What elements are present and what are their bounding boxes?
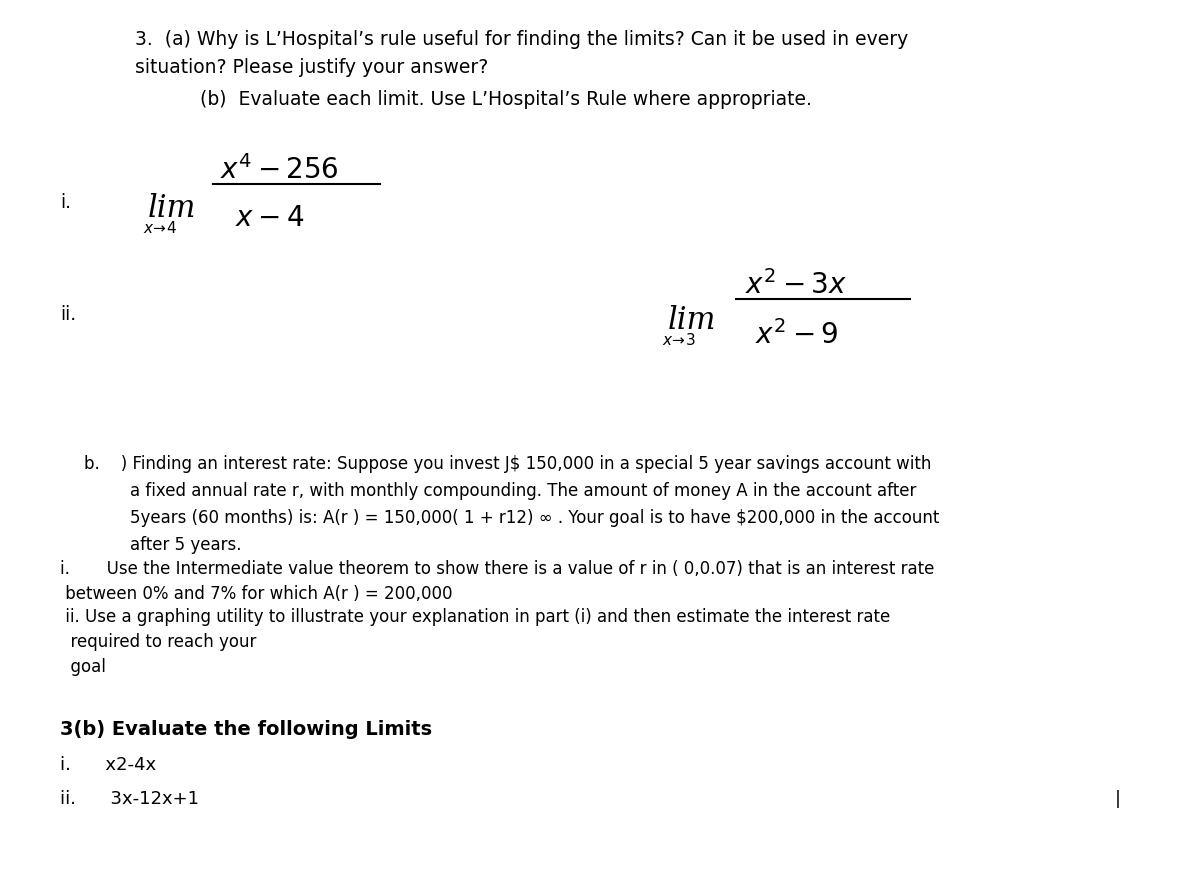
Text: goal: goal bbox=[60, 657, 106, 675]
Text: b.    ) Finding an interest rate: Suppose you invest J$ 150,000 in a special 5 y: b. ) Finding an interest rate: Suppose y… bbox=[84, 454, 931, 473]
Text: between 0% and 7% for which A(r ) = 200,000: between 0% and 7% for which A(r ) = 200,… bbox=[60, 584, 452, 602]
Text: $x - 4$: $x - 4$ bbox=[235, 204, 305, 232]
Text: i.      x2-4x: i. x2-4x bbox=[60, 755, 156, 774]
Text: $x^2 - 9$: $x^2 - 9$ bbox=[755, 319, 839, 350]
Text: ii.: ii. bbox=[60, 304, 76, 324]
Text: $x\!\rightarrow\!4$: $x\!\rightarrow\!4$ bbox=[143, 220, 176, 236]
Text: 3.  (a) Why is L’Hospital’s rule useful for finding the limits? Can it be used i: 3. (a) Why is L’Hospital’s rule useful f… bbox=[134, 30, 908, 49]
Text: a fixed annual rate r, with monthly compounding. The amount of money A in the ac: a fixed annual rate r, with monthly comp… bbox=[130, 481, 917, 499]
Text: lim: lim bbox=[148, 193, 197, 224]
Text: 5years (60 months) is: A(r ) = 150,000( 1 + r12) ∞ . Your goal is to have $200,0: 5years (60 months) is: A(r ) = 150,000( … bbox=[130, 509, 940, 526]
Text: (b)  Evaluate each limit. Use L’Hospital’s Rule where appropriate.: (b) Evaluate each limit. Use L’Hospital’… bbox=[200, 90, 812, 109]
Text: ii.      3x-12x+1: ii. 3x-12x+1 bbox=[60, 789, 199, 807]
Text: required to reach your: required to reach your bbox=[60, 632, 257, 650]
Text: after 5 years.: after 5 years. bbox=[130, 535, 241, 553]
Text: i.: i. bbox=[60, 193, 71, 211]
Text: $x\!\rightarrow\!3$: $x\!\rightarrow\!3$ bbox=[662, 332, 696, 347]
Text: $x^4 - 256$: $x^4 - 256$ bbox=[220, 155, 338, 185]
Text: |: | bbox=[1115, 789, 1121, 807]
Text: ii. Use a graphing utility to illustrate your explanation in part (i) and then e: ii. Use a graphing utility to illustrate… bbox=[60, 607, 890, 625]
Text: 3(b) Evaluate the following Limits: 3(b) Evaluate the following Limits bbox=[60, 719, 432, 738]
Text: i.       Use the Intermediate value theorem to show there is a value of r in ( 0: i. Use the Intermediate value theorem to… bbox=[60, 560, 935, 577]
Text: lim: lim bbox=[668, 304, 716, 336]
Text: situation? Please justify your answer?: situation? Please justify your answer? bbox=[134, 58, 488, 77]
Text: $x^2 - 3x$: $x^2 - 3x$ bbox=[745, 270, 847, 300]
